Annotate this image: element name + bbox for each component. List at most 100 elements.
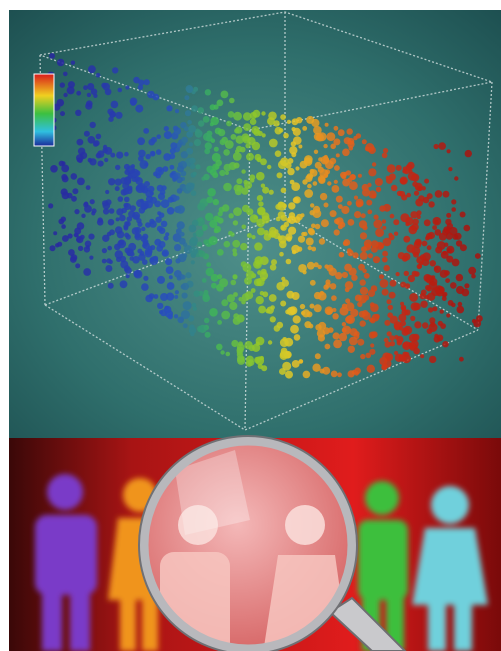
cloud-dot — [229, 301, 238, 311]
cloud-dot — [108, 116, 114, 122]
cloud-dot — [304, 189, 314, 198]
cloud-dot — [393, 219, 400, 226]
cloud-dot — [217, 128, 226, 137]
cloud-dot — [137, 137, 146, 146]
cloud-dot — [57, 241, 63, 247]
cloud-dot — [373, 214, 379, 220]
cloud-dot — [138, 207, 146, 214]
cloud-dot — [241, 224, 247, 230]
cloud-dot — [439, 269, 448, 278]
cloud-dot — [180, 151, 188, 159]
cloud-dot — [157, 192, 166, 200]
cloud-dot — [125, 234, 131, 240]
cloud-dot — [291, 182, 301, 192]
cloud-dot — [436, 334, 444, 342]
cloud-dot — [367, 182, 372, 188]
cloud-dot — [396, 336, 404, 344]
cloud-dot — [236, 178, 243, 185]
cloud-dot — [388, 291, 396, 299]
cloud-dot — [360, 213, 366, 219]
cloud-dot — [473, 319, 482, 328]
cloud-dot — [186, 147, 194, 155]
cloud-dot — [383, 148, 389, 154]
cloud-dot — [97, 150, 105, 158]
cloud-dot — [71, 195, 77, 202]
cloud-dot — [329, 283, 337, 290]
cloud-dot — [232, 220, 239, 226]
cloud-dot — [287, 167, 295, 176]
cloud-dot — [116, 208, 124, 216]
cloud-dot — [348, 336, 358, 346]
cloud-dot — [337, 129, 345, 137]
cloud-dot — [347, 249, 354, 257]
cloud-dot — [149, 257, 154, 263]
cloud-dot — [238, 341, 243, 347]
cloud-dot — [204, 148, 211, 155]
cloud-dot — [386, 331, 392, 337]
cloud-dot — [88, 65, 96, 74]
cloud-dot — [382, 237, 392, 247]
cloud-dot — [210, 273, 219, 282]
cloud-dot — [411, 223, 419, 231]
cloud-dot — [306, 173, 314, 180]
cloud-dot — [280, 187, 287, 194]
cloud-dot — [173, 125, 179, 131]
cloud-dot — [163, 126, 169, 132]
cloud-dot — [170, 142, 178, 150]
cloud-dot — [76, 90, 82, 96]
cloud-dot — [439, 309, 444, 314]
cloud-dot — [320, 155, 330, 165]
cloud-dot — [331, 295, 337, 301]
cloud-dot — [203, 173, 210, 181]
cloud-dot — [145, 153, 151, 160]
cloud-dot — [213, 146, 219, 152]
cloud-dot — [209, 219, 218, 228]
cloud-dot — [335, 153, 340, 158]
cloud-dot — [349, 181, 358, 191]
cloud-dot — [72, 188, 79, 195]
cloud-dot — [331, 185, 340, 193]
cloud-dot — [147, 185, 155, 193]
cloud-dot — [182, 253, 188, 259]
cloud-dot — [77, 158, 83, 163]
cloud-dot — [205, 212, 214, 222]
cloud-dot — [379, 205, 386, 212]
cloud-dot — [385, 175, 390, 180]
cloud-dot — [243, 112, 252, 121]
cloud-dot — [174, 290, 179, 295]
cloud-dot — [464, 149, 472, 158]
cloud-dot — [413, 347, 420, 355]
cloud-dot — [77, 177, 85, 186]
cloud-dot — [391, 184, 398, 192]
cloud-dot — [401, 328, 410, 336]
cloud-dot — [244, 181, 253, 190]
cloud-dot — [438, 232, 447, 241]
cloud-dot — [120, 177, 128, 185]
cloud-dot — [454, 232, 462, 240]
person-purple — [35, 474, 97, 651]
cloud-dot — [274, 229, 279, 234]
cloud-dot — [175, 228, 182, 235]
cloud-dot — [139, 160, 149, 169]
cloud-dot — [185, 272, 192, 279]
cloud-dot — [155, 149, 162, 155]
cloud-dot — [244, 341, 253, 350]
cloud-dot — [270, 305, 275, 310]
cloud-dot — [223, 149, 230, 156]
cloud-dot — [286, 236, 292, 242]
cloud-dot — [261, 133, 266, 138]
cloud-dot — [84, 201, 89, 206]
cloud-dot — [156, 134, 161, 139]
cloud-dot — [386, 299, 392, 305]
cloud-dot — [91, 211, 96, 216]
cloud-dot — [190, 331, 195, 337]
cloud-dot — [114, 186, 120, 192]
cloud-dot — [105, 265, 113, 272]
cloud-dot — [211, 282, 217, 289]
cloud-dot — [220, 90, 229, 99]
cloud-dot — [233, 162, 240, 169]
cloud-dot — [61, 164, 70, 173]
cloud-dot — [457, 301, 463, 307]
cloud-dot — [426, 245, 432, 251]
cloud-dot — [375, 186, 382, 193]
